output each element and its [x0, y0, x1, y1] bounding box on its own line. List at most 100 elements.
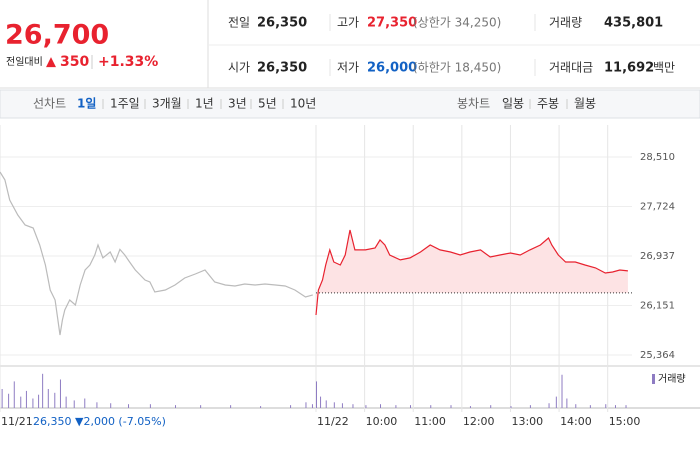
volume-bar — [548, 403, 550, 408]
volume-bar — [469, 406, 471, 408]
volume-bar — [333, 402, 335, 408]
stat-value: 11,692 — [604, 61, 654, 76]
stat-value: 26,350 — [257, 16, 307, 31]
volume-bar — [47, 389, 49, 408]
period-tab[interactable]: 10년 — [290, 97, 316, 111]
y-tick-label: 28,510 — [640, 152, 675, 163]
volume-bar — [200, 405, 202, 408]
candle-tab[interactable]: 월봉 — [574, 97, 596, 111]
volume-bar — [13, 381, 15, 408]
volume-bar — [110, 403, 112, 408]
volume-bar — [555, 396, 557, 408]
volume-bar — [510, 406, 512, 408]
volume-bar — [260, 406, 262, 408]
period-tab[interactable]: 5년 — [258, 97, 277, 111]
stat-value: 27,350 — [367, 16, 417, 31]
y-tick-label: 26,151 — [640, 300, 675, 311]
volume-bar — [73, 400, 75, 408]
stat-unit: 백만 — [653, 61, 675, 75]
tab-group-label: 선차트 — [33, 97, 66, 111]
volume-bar — [566, 398, 568, 408]
volume-bar — [305, 402, 307, 408]
y-tick-label: 27,724 — [640, 201, 675, 212]
change-arrow: ▲ — [46, 55, 56, 70]
stat-label: 고가 — [337, 16, 359, 30]
price-line — [315, 229, 628, 316]
period-tab[interactable]: 3년 — [228, 97, 247, 111]
stat-value: 435,801 — [604, 16, 663, 31]
volume-bar — [625, 405, 627, 408]
volume-bar — [38, 394, 40, 408]
volume-bar — [575, 404, 577, 408]
volume-bar — [316, 381, 317, 408]
volume-bar — [614, 405, 616, 408]
volume-bar — [320, 396, 322, 408]
volume-bar — [230, 405, 232, 408]
volume-bar — [175, 405, 177, 408]
volume-bar — [128, 404, 130, 408]
tab-bar — [0, 89, 700, 119]
volume-bar — [605, 404, 607, 408]
volume-bar — [325, 400, 327, 408]
volume-bar — [20, 396, 22, 408]
volume-bar — [589, 405, 591, 408]
stat-note: (상한가 34,250) — [413, 16, 501, 30]
price-line — [0, 171, 313, 336]
volume-bar — [450, 405, 452, 408]
change-pct: +1.33% — [98, 54, 158, 70]
x-tick-label: 11:00 — [414, 415, 446, 428]
legend-swatch — [652, 374, 655, 384]
volume-bar — [395, 405, 397, 408]
volume-bar — [8, 393, 10, 408]
stat-note: (하한가 18,450) — [413, 61, 501, 75]
stat-label: 거래대금 — [549, 61, 593, 75]
volume-bar — [1, 389, 3, 408]
volume-bar — [42, 373, 44, 408]
stat-label: 저가 — [337, 61, 359, 75]
volume-bar — [561, 374, 563, 408]
prev-day-summary: 26,350 ▼2,000 (-7.05%) — [33, 415, 166, 428]
stat-value: 26,350 — [257, 61, 307, 76]
stat-value: 26,000 — [367, 61, 417, 76]
volume-bar — [25, 390, 27, 408]
chart: 28,510 27,724 26,937 26,151 25,364 11/21 11/22… — [0, 125, 700, 428]
volume-bar — [311, 404, 313, 408]
stat-label: 전일 — [228, 16, 250, 30]
period-tab[interactable]: 3개월 — [152, 97, 182, 111]
volume-bar — [352, 404, 354, 408]
y-tick-label: 25,364 — [640, 350, 675, 361]
period-tab[interactable]: 1년 — [195, 97, 214, 111]
stat-label: 거래량 — [549, 16, 582, 30]
tab-group: 1일 1주일 3개월 1년 3년 5년 10년 일봉 주봉 월봉 — [77, 97, 596, 111]
volume-bar — [529, 405, 531, 408]
stat-label: 시가 — [228, 61, 250, 75]
volume-bar — [409, 405, 411, 408]
x-tick-label: 14:00 — [560, 415, 592, 428]
volume-bar — [32, 398, 34, 408]
x-tick-label: 10:00 — [366, 415, 398, 428]
change-value: 350 — [60, 54, 89, 70]
volume-bar — [54, 392, 56, 408]
current-price: 26,700 — [5, 20, 109, 51]
candle-tab[interactable]: 일봉 — [502, 97, 524, 111]
x-tick-label: 11/22 — [317, 415, 349, 428]
area-fill — [316, 230, 628, 315]
x-tick-label: 11/21 — [1, 415, 33, 428]
y-tick-label: 26,937 — [640, 251, 675, 262]
volume-bar — [365, 405, 367, 408]
volume-bar — [59, 379, 61, 408]
legend-label: 거래량 — [658, 373, 686, 385]
volume-bar — [149, 404, 151, 408]
volume-bar — [341, 403, 343, 408]
tab-group-label: 봉차트 — [457, 97, 490, 111]
volume-bar — [84, 398, 86, 408]
period-tab[interactable]: 1일 — [77, 97, 96, 111]
x-tick-label: 15:00 — [609, 415, 641, 428]
period-tab[interactable]: 1주일 — [110, 97, 140, 111]
candle-tab[interactable]: 주봉 — [537, 97, 559, 111]
volume-bar — [65, 396, 67, 408]
volume-bar — [490, 405, 492, 408]
change-label: 전일대비 — [6, 56, 43, 68]
